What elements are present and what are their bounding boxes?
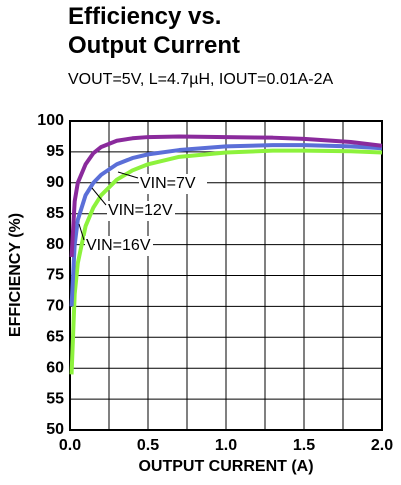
y-tick-label: 50 (46, 421, 64, 438)
y-tick-label: 85 (46, 205, 64, 222)
x-tick-label: 0.0 (59, 437, 81, 454)
y-tick-label: 70 (46, 298, 64, 315)
x-tick-label: 0.5 (137, 437, 159, 454)
y-tick-label: 80 (46, 236, 64, 253)
y-tick-label: 75 (46, 267, 64, 284)
label-bg (85, 236, 153, 256)
series-line (69, 134, 383, 258)
y-tick-label: 100 (37, 112, 64, 129)
y-tick-label: 65 (46, 329, 64, 346)
leader-line (78, 223, 85, 241)
chart-title: Efficiency vs. Output Current (68, 3, 240, 59)
x-tick-label: 2.0 (371, 437, 393, 454)
leader-line (91, 187, 107, 206)
y-tick-label: 55 (46, 390, 64, 407)
series-label: VIN=16V (86, 237, 151, 254)
x-axis-label: OUTPUT CURRENT (A) (138, 458, 313, 475)
series-line (69, 143, 383, 307)
leader-line (117, 171, 139, 179)
series-line (69, 148, 383, 375)
chart-subtitle: VOUT=5V, L=4.7µH, IOUT=0.01A-2A (68, 71, 334, 88)
label-bg (139, 174, 207, 194)
x-tick-label: 1.0 (215, 437, 237, 454)
y-axis-label: EFFICIENCY (%) (7, 213, 24, 337)
y-tick-label: 95 (46, 143, 64, 160)
plot-frame (69, 120, 383, 431)
y-tick-label: 60 (46, 359, 64, 376)
label-bg (107, 201, 175, 221)
y-tick-label: 90 (46, 174, 64, 191)
series-label: VIN=12V (108, 202, 173, 219)
series-label: VIN=7V (140, 175, 196, 192)
x-tick-label: 1.5 (293, 437, 315, 454)
